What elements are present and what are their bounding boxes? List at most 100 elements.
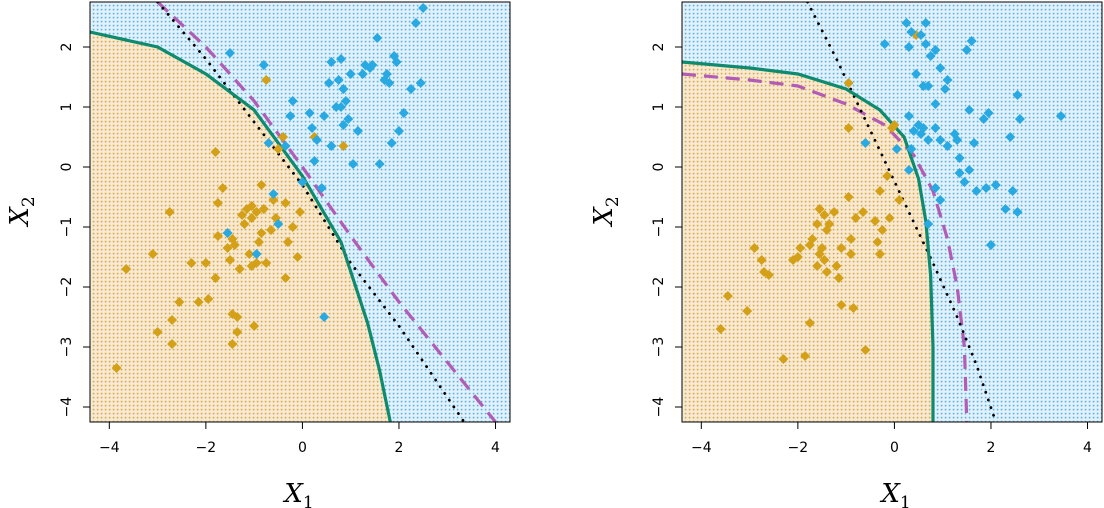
point-blue [903, 165, 914, 175]
point-orange [845, 249, 856, 259]
point-blue [357, 69, 368, 79]
point-orange [850, 213, 861, 223]
point-blue [323, 78, 334, 88]
point-orange [256, 180, 267, 190]
point-blue [304, 108, 315, 118]
point-orange [246, 213, 257, 223]
point-orange [280, 273, 291, 283]
x-tick-label: 2 [395, 440, 404, 456]
point-blue [393, 126, 404, 136]
point-orange [817, 243, 827, 253]
point-blue [891, 144, 902, 154]
point-blue [959, 177, 970, 187]
point-blue [860, 138, 871, 148]
plot-frame [681, 1, 1103, 423]
point-blue [952, 135, 963, 145]
x-tick-label: −4 [691, 440, 712, 456]
point-orange [792, 252, 803, 262]
point-orange [836, 243, 847, 253]
point-blue [1005, 132, 1016, 142]
point-orange [889, 120, 900, 130]
point-blue [1012, 207, 1023, 217]
point-orange [232, 312, 243, 322]
point-orange [164, 207, 175, 217]
point-orange [246, 261, 257, 271]
boundary-green-solid [90, 30, 392, 422]
point-orange [829, 207, 840, 217]
point-orange [152, 327, 163, 337]
point-orange [884, 213, 895, 223]
point-orange [295, 207, 305, 217]
point-orange [836, 300, 847, 310]
x-tick-label: −2 [788, 440, 809, 456]
point-blue [930, 99, 941, 109]
point-blue [913, 120, 924, 130]
x-tick-label: 4 [1083, 440, 1092, 456]
point-orange [229, 240, 240, 250]
point-blue [415, 78, 426, 88]
point-blue [879, 39, 890, 49]
point-blue [961, 45, 972, 55]
point-blue [901, 18, 912, 28]
point-blue [1007, 186, 1018, 196]
point-blue [920, 18, 931, 28]
point-blue [326, 57, 337, 67]
point-blue [340, 96, 351, 106]
point-orange [848, 303, 859, 313]
point-blue [345, 69, 356, 79]
point-orange [872, 237, 883, 247]
point-blue [418, 3, 429, 13]
point-blue [981, 183, 992, 193]
y-tick-label: −4 [651, 397, 667, 418]
point-orange [217, 183, 228, 193]
point-orange [174, 297, 185, 307]
point-orange [819, 255, 830, 265]
point-blue [338, 84, 349, 94]
y-tick-label: −1 [651, 217, 667, 238]
point-orange [186, 258, 197, 268]
point-orange [860, 345, 871, 355]
point-blue [1000, 204, 1011, 214]
y-tick-label: −3 [59, 337, 75, 358]
point-orange [282, 237, 293, 247]
boundary-purple-dashed [682, 72, 969, 422]
point-blue [352, 126, 363, 136]
point-orange [246, 201, 257, 211]
point-blue [978, 114, 989, 124]
point-blue [964, 105, 975, 115]
point-blue [954, 168, 965, 178]
point-orange [167, 339, 178, 349]
point-blue [906, 144, 917, 154]
point-blue [942, 75, 953, 85]
point-blue [287, 96, 298, 106]
point-blue [935, 63, 946, 73]
point-blue [319, 111, 330, 121]
plot-area [682, 2, 1102, 422]
point-blue [367, 60, 378, 70]
orange-region [682, 62, 933, 422]
point-orange [261, 258, 272, 268]
point-blue [348, 159, 359, 169]
point-blue [1055, 111, 1066, 121]
point-orange [843, 123, 854, 133]
point-blue [971, 186, 982, 196]
y-tick-label: −2 [651, 277, 667, 298]
boundary-purple-dashed [156, 2, 497, 422]
y-tick-label: 1 [651, 103, 667, 112]
point-blue [918, 81, 929, 91]
point-blue [954, 153, 965, 163]
point-orange [266, 225, 277, 235]
point-orange [795, 243, 806, 253]
point-blue [384, 78, 395, 88]
point-orange [833, 273, 844, 283]
x-axis-title: X1 [879, 479, 910, 508]
point-blue [920, 39, 931, 49]
point-orange [227, 339, 238, 349]
point-orange [874, 186, 885, 196]
point-blue [398, 108, 409, 118]
y-tick-label: 0 [59, 163, 75, 172]
point-orange [222, 243, 233, 253]
point-orange [200, 258, 211, 268]
point-orange [845, 234, 856, 244]
